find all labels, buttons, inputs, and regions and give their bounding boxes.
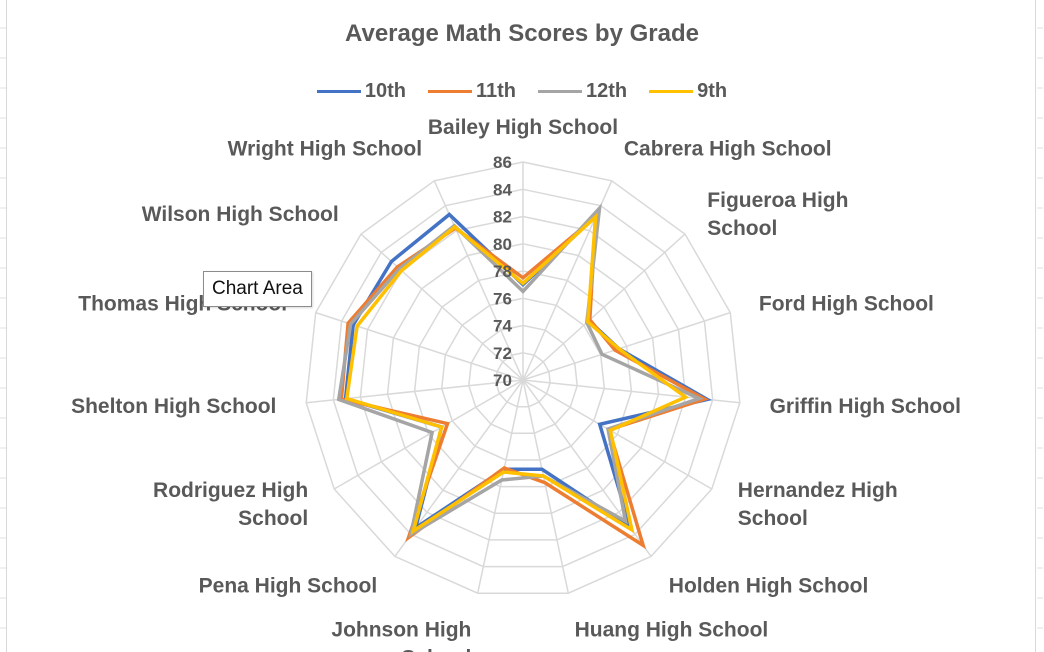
series-line[interactable] [344, 212, 690, 535]
radar-spoke [522, 311, 731, 381]
category-label-line: Griffin High School [770, 395, 961, 418]
radar-gridline [332, 188, 714, 568]
radar-gridline [359, 215, 687, 541]
axis-tick-label: 72 [493, 344, 512, 363]
category-label: Ford High School [759, 292, 934, 315]
axis-tick-label: 78 [493, 262, 512, 281]
category-label-line: Wilson High School [142, 203, 339, 226]
category-label: Pena High School [199, 575, 378, 598]
chart-area[interactable]: Average Math Scores by Grade 10th 11th 12t… [6, 0, 1036, 652]
legend-swatch [316, 90, 361, 93]
legend-swatch [538, 90, 583, 93]
category-label: Figueroa High School [707, 189, 848, 240]
chart-legend[interactable]: 10th 11th 12th 9th [7, 80, 1037, 103]
radar-spoke [522, 233, 686, 381]
series-line[interactable] [336, 203, 704, 538]
radar-spoke [360, 233, 524, 381]
radar-gridline [413, 270, 633, 488]
axis-tick-label: 86 [493, 153, 512, 172]
radar-gridline [305, 161, 741, 594]
category-label-line: Pena High School [199, 575, 378, 598]
radar-gridline [495, 352, 551, 408]
chart-area-tooltip: Chart Area [203, 271, 312, 307]
category-label-line: School [738, 507, 808, 530]
category-label: Cabrera High School [624, 137, 832, 160]
category-label: Huang High School [575, 619, 769, 642]
category-label: Shelton High School [71, 395, 276, 418]
legend-label: 11th [475, 80, 517, 102]
legend-entry[interactable]: 9th [649, 80, 727, 103]
category-label-line: Rodriguez High [153, 479, 308, 502]
axis-tick-label: 70 [493, 371, 512, 390]
radar-gridline [440, 297, 606, 461]
radar-spoke [333, 379, 524, 490]
legend-swatch [649, 90, 694, 93]
category-label-line: School [707, 217, 777, 240]
legend-entry[interactable]: 12th [538, 80, 627, 103]
category-label-line: Hernandez High [738, 479, 898, 502]
category-label: Bailey High School [428, 116, 618, 139]
category-label: Griffin High School [770, 395, 961, 418]
legend-entry[interactable]: 11th [427, 80, 517, 103]
category-label: Wright High School [228, 137, 422, 160]
legend-label: 9th [697, 80, 728, 102]
category-label-line: Holden High School [669, 575, 869, 598]
category-label-line: Bailey High School [428, 116, 618, 139]
radar-gridline [386, 243, 660, 515]
axis-tick-label: 74 [493, 317, 512, 336]
radar-spoke [522, 379, 713, 490]
axis-tick-label: 80 [493, 235, 512, 254]
category-label-line: School [238, 507, 308, 530]
category-label-line: Figueroa High [707, 189, 848, 212]
category-label-line: School [401, 647, 471, 652]
axis-tick-label: 76 [493, 289, 512, 308]
category-label-line: Wright High School [228, 137, 422, 160]
legend-label: 10th [364, 80, 406, 102]
category-label-line: Cabrera High School [624, 137, 832, 160]
category-label-line: Ford High School [759, 292, 934, 315]
category-label-line: Johnson High [331, 619, 471, 642]
category-label: Hernandez High School [738, 479, 898, 530]
chart-title[interactable]: Average Math Scores by Grade [345, 20, 699, 47]
legend-label: 12th [586, 80, 628, 102]
category-label: Holden High School [669, 575, 869, 598]
category-label: Wilson High School [142, 203, 339, 226]
category-label: Rodriguez High School [153, 479, 308, 530]
category-label: Johnson High School [331, 619, 471, 652]
legend-swatch [427, 90, 472, 93]
radar-plot[interactable]: 70 72 74 76 78 80 82 84 86 Bailey High School Cabr… [7, 0, 1037, 652]
radar-spoke [476, 379, 524, 594]
axis-tick-label: 84 [493, 180, 512, 199]
axis-tick-label: 82 [493, 208, 512, 227]
category-label-line: Shelton High School [71, 395, 276, 418]
legend-entry[interactable]: 10th [316, 80, 406, 103]
category-label-line: Huang High School [575, 619, 769, 642]
radar-gridline [468, 324, 578, 435]
radar-spoke [522, 379, 570, 594]
